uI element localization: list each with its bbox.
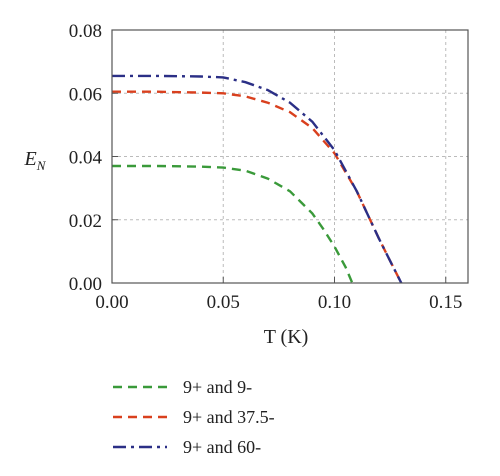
y-tick-label: 0.00	[69, 274, 102, 295]
y-tick-label: 0.04	[69, 148, 103, 169]
y-tick-label: 0.06	[69, 84, 102, 105]
grid	[112, 30, 468, 283]
y-tick-label: 0.08	[69, 21, 102, 42]
legend: 9+ and 9- 9+ and 37.5- 9+ and 60-	[113, 377, 275, 457]
ticks	[111, 29, 447, 284]
tick-labels: 0.00 0.05 0.10 0.15 0.00 0.02 0.04 0.06 0.08	[69, 21, 463, 313]
x-tick-label: 0.15	[429, 292, 462, 313]
legend-label-3: 9+ and 60-	[183, 437, 261, 457]
series-line-1	[112, 164, 354, 284]
legend-label-1: 9+ and 9-	[183, 377, 252, 397]
x-tick-label: 0.10	[318, 292, 351, 313]
x-tick-label: 0.00	[95, 292, 128, 313]
series-line-3	[112, 74, 403, 284]
series-lines	[112, 74, 403, 284]
y-axis-label: EN	[24, 148, 47, 173]
series-line-2	[112, 90, 403, 284]
y-axis-label-sub: N	[36, 158, 47, 173]
x-tick-label: 0.05	[207, 292, 240, 313]
legend-label-2: 9+ and 37.5-	[183, 407, 275, 427]
x-axis-label: T (K)	[264, 326, 309, 348]
y-axis-label-main: E	[24, 148, 37, 170]
y-tick-label: 0.02	[69, 211, 102, 232]
